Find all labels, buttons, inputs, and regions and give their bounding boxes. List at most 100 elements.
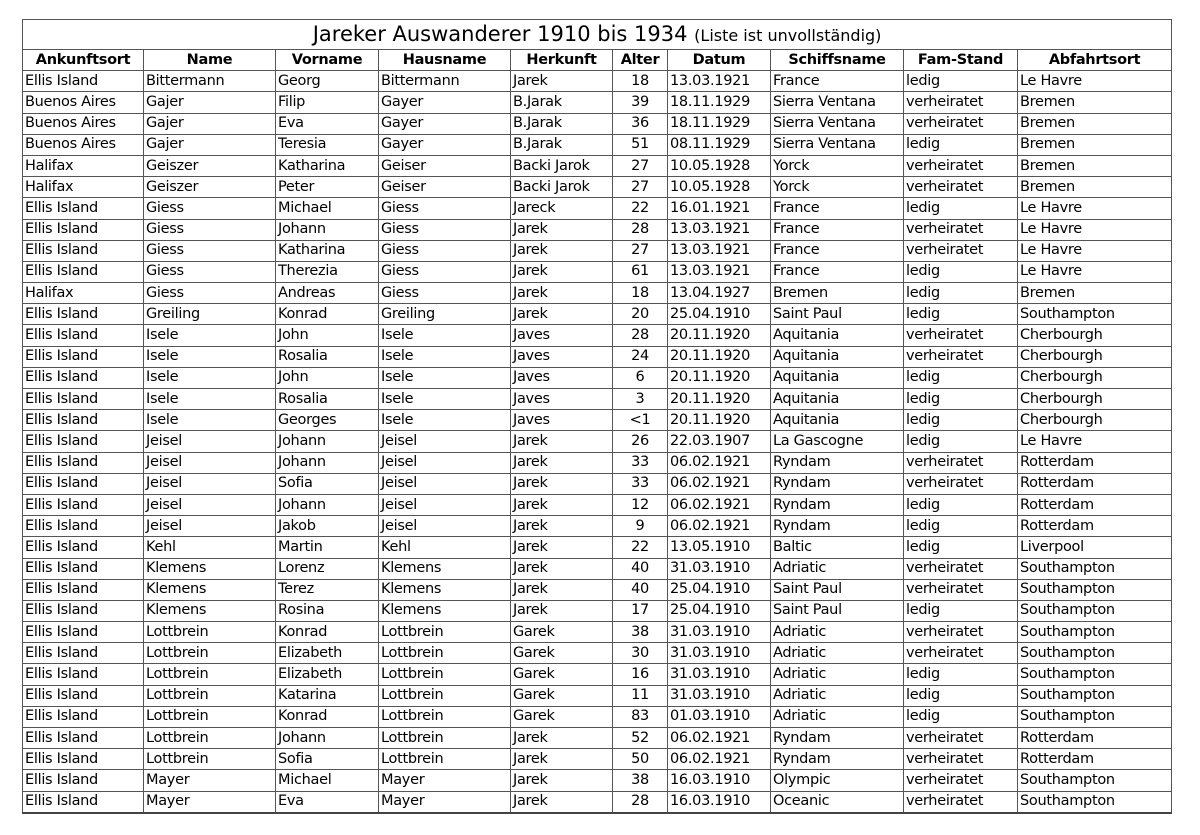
table-row: Ellis Island Giess Johann Giess Jarek 28 13.03… <box>22 218 1173 241</box>
column-header-schiffsname: Schiffsname <box>770 48 904 72</box>
cell-schiffsname: Ryndam <box>770 515 904 538</box>
table-row: Halifax Geiszer Katharina Geiser Backi Jarok… <box>22 154 1173 178</box>
cell-vorname: Lorenz <box>275 557 379 580</box>
cell-datum: 31.03.1910 <box>667 663 771 686</box>
cell-schiffsname: Oceanic <box>770 790 904 814</box>
cell-datum: 06.02.1921 <box>667 515 771 538</box>
cell-alter: 12 <box>612 493 668 517</box>
table-body: Ellis Island Bittermann Georg Bittermann Jar… <box>22 70 1173 814</box>
cell-fam-stand: ledig <box>903 70 1018 93</box>
cell-herkunft: Javes <box>510 409 613 432</box>
cell-ankunftsort: Ellis Island <box>22 324 144 347</box>
cell-ankunftsort: Ellis Island <box>22 769 144 792</box>
cell-ankunftsort: Ellis Island <box>22 578 144 601</box>
cell-fam-stand: verheiratet <box>903 91 1018 114</box>
table-row: Ellis Island Lottbrein Elizabeth Lottbrein G… <box>22 642 1173 665</box>
cell-name: Klemens <box>143 578 276 601</box>
cell-alter: 9 <box>612 515 668 538</box>
cell-name: Lottbrein <box>143 684 276 707</box>
cell-schiffsname: Aquitania <box>770 387 904 411</box>
cell-abfahrtsort: Cherbourgh <box>1016 409 1173 432</box>
cell-name: Jeisel <box>143 515 276 538</box>
cell-name: Mayer <box>143 790 276 814</box>
cell-hausname: Jeisel <box>378 430 511 453</box>
cell-abfahrtsort: Bremen <box>1016 133 1173 156</box>
cell-name: Kehl <box>143 536 276 559</box>
cell-vorname: John <box>275 366 379 390</box>
cell-name: Giess <box>143 218 276 241</box>
cell-alter: 28 <box>612 790 668 814</box>
cell-hausname: Giess <box>378 218 511 241</box>
cell-name: Isele <box>143 324 276 347</box>
cell-schiffsname: Saint Paul <box>770 303 904 326</box>
cell-schiffsname: Adriatic <box>770 621 904 644</box>
cell-abfahrtsort: Cherbourgh <box>1016 324 1173 347</box>
cell-vorname: Elizabeth <box>275 663 379 686</box>
cell-herkunft: Jarek <box>510 748 613 771</box>
cell-ankunftsort: Ellis Island <box>22 451 144 474</box>
cell-fam-stand: ledig <box>903 536 1018 559</box>
cell-hausname: Jeisel <box>378 451 511 474</box>
cell-datum: 22.03.1907 <box>667 430 771 453</box>
cell-ankunftsort: Ellis Island <box>22 684 144 707</box>
cell-vorname: Martin <box>275 536 379 559</box>
cell-abfahrtsort: Southampton <box>1016 705 1173 729</box>
cell-name: Jeisel <box>143 472 276 495</box>
cell-fam-stand: verheiratet <box>903 345 1018 368</box>
cell-hausname: Isele <box>378 387 511 411</box>
cell-fam-stand: ledig <box>903 197 1018 220</box>
cell-vorname: Sofia <box>275 472 379 495</box>
table-row: Ellis Island Jeisel Jakob Jeisel Jarek 9 06.02… <box>22 515 1173 538</box>
table-row: Halifax Geiszer Peter Geiser Backi Jarok 27 10… <box>22 176 1173 199</box>
cell-ankunftsort: Halifax <box>22 282 144 305</box>
cell-abfahrtsort: Le Havre <box>1016 239 1173 262</box>
table-row: Ellis Island Isele Rosalia Isele Javes 3 20.11… <box>22 387 1173 411</box>
cell-herkunft: Garek <box>510 621 613 644</box>
cell-alter: 52 <box>612 726 668 750</box>
table-row: Ellis Island Greiling Konrad Greiling Jarek 2… <box>22 303 1173 326</box>
cell-hausname: Lottbrein <box>378 726 511 750</box>
cell-ankunftsort: Buenos Aires <box>22 91 144 114</box>
cell-schiffsname: Olympic <box>770 769 904 792</box>
cell-ankunftsort: Buenos Aires <box>22 112 144 135</box>
cell-schiffsname: Ryndam <box>770 451 904 474</box>
cell-name: Geiszer <box>143 154 276 178</box>
cell-name: Greiling <box>143 303 276 326</box>
cell-alter: 24 <box>612 345 668 368</box>
cell-abfahrtsort: Liverpool <box>1016 536 1173 559</box>
cell-datum: 20.11.1920 <box>667 366 771 390</box>
cell-fam-stand: verheiratet <box>903 154 1018 178</box>
cell-alter: 11 <box>612 684 668 707</box>
column-header-fam-stand: Fam-Stand <box>903 48 1018 72</box>
cell-ankunftsort: Ellis Island <box>22 663 144 686</box>
cell-datum: 13.04.1927 <box>667 282 771 305</box>
cell-fam-stand: verheiratet <box>903 324 1018 347</box>
cell-datum: 08.11.1929 <box>667 133 771 156</box>
cell-alter: 6 <box>612 366 668 390</box>
cell-hausname: Kehl <box>378 536 511 559</box>
cell-vorname: Elizabeth <box>275 642 379 665</box>
cell-schiffsname: Aquitania <box>770 324 904 347</box>
cell-alter: 40 <box>612 578 668 601</box>
cell-name: Geiszer <box>143 176 276 199</box>
cell-datum: 18.11.1929 <box>667 91 771 114</box>
cell-abfahrtsort: Bremen <box>1016 154 1173 178</box>
cell-schiffsname: France <box>770 70 904 93</box>
cell-name: Isele <box>143 345 276 368</box>
cell-vorname: Eva <box>275 112 379 135</box>
cell-herkunft: Garek <box>510 663 613 686</box>
cell-fam-stand: verheiratet <box>903 218 1018 241</box>
cell-fam-stand: ledig <box>903 663 1018 686</box>
cell-herkunft: Backi Jarok <box>510 176 613 199</box>
cell-fam-stand: verheiratet <box>903 451 1018 474</box>
cell-hausname: Isele <box>378 409 511 432</box>
cell-herkunft: Jarek <box>510 769 613 792</box>
cell-ankunftsort: Ellis Island <box>22 303 144 326</box>
cell-fam-stand: ledig <box>903 515 1018 538</box>
cell-alter: 20 <box>612 303 668 326</box>
cell-herkunft: Jarek <box>510 239 613 262</box>
column-header-hausname: Hausname <box>378 48 511 72</box>
cell-name: Klemens <box>143 557 276 580</box>
cell-hausname: Mayer <box>378 790 511 814</box>
cell-fam-stand: ledig <box>903 387 1018 411</box>
